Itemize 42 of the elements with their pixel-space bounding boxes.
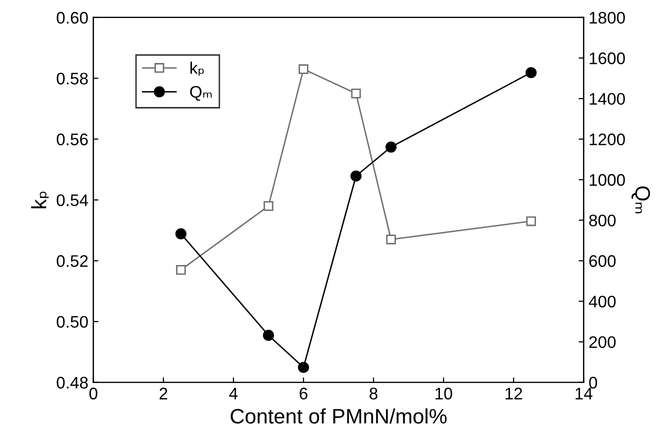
x-tick-label: 14 — [576, 388, 592, 400]
point — [298, 64, 308, 74]
y2-tick-label: 1600 — [590, 52, 625, 64]
y-tick-label: 0.50 — [56, 316, 88, 328]
point — [351, 88, 361, 98]
y-tick-label: 0.52 — [56, 255, 88, 267]
y-axis-title: kₚ — [31, 192, 49, 208]
x-tick-label: 12 — [506, 388, 522, 400]
y-tick-label: 0.58 — [56, 72, 88, 84]
y2-tick-label: 600 — [589, 255, 616, 267]
point — [385, 141, 397, 153]
point — [526, 67, 537, 78]
x-tick-label: 4 — [229, 388, 238, 400]
y2-tick-label: 800 — [589, 214, 616, 226]
x-tick-label: 8 — [370, 388, 378, 400]
legend-label: kₚ — [190, 62, 204, 76]
y2-tick-label: 200 — [589, 336, 616, 348]
y2-tick-label: 0 — [589, 376, 598, 389]
y-tick-label: 0.60 — [56, 12, 88, 24]
x-tick-label: 2 — [160, 388, 168, 400]
y2-axis-title: Qₘ — [632, 186, 650, 214]
y2-tick-label: 1200 — [590, 134, 625, 146]
y2-tick-label: 1000 — [590, 174, 625, 186]
point — [262, 330, 274, 341]
legend-label: Qₘ — [190, 86, 212, 101]
x-tick-label: 10 — [436, 388, 452, 400]
point — [175, 228, 186, 240]
point — [526, 216, 536, 226]
point — [386, 234, 396, 244]
y-tick-label: 0.54 — [56, 194, 88, 206]
y2-tick-label: 400 — [588, 296, 616, 308]
y-tick-label: 0.56 — [56, 134, 88, 146]
point — [298, 362, 310, 373]
y2-tick-label: 1800 — [590, 12, 625, 24]
y-tick-label: 0.48 — [56, 376, 88, 389]
x-tick-label: 0 — [89, 388, 98, 400]
point — [264, 201, 274, 211]
x-axis-title: Content of PMnN/mol% — [230, 408, 447, 424]
point — [350, 170, 362, 182]
point — [176, 265, 186, 275]
y2-tick-label: 1400 — [590, 92, 625, 105]
x-tick-label: 6 — [300, 388, 308, 400]
